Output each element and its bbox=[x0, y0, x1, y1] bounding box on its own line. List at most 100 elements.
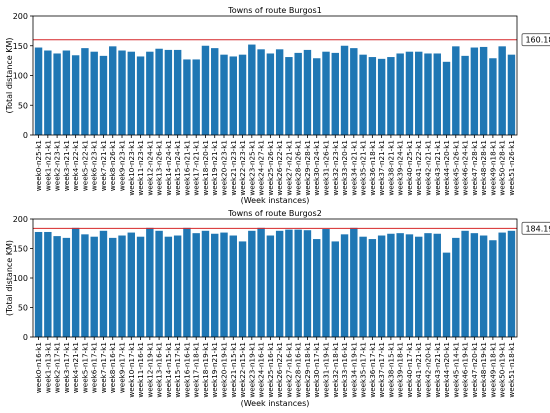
x-tick-label: week48-n28-k1 bbox=[479, 140, 488, 196]
x-tick-label: week34-n21-k1 bbox=[349, 140, 358, 196]
x-tick-label: week51-n18-k1 bbox=[507, 342, 516, 398]
bar bbox=[81, 234, 89, 337]
reference-line-label-box bbox=[521, 221, 550, 235]
x-tick-label: week20-n23-k1 bbox=[220, 140, 229, 196]
x-tick-label: week4-n21-k1 bbox=[71, 342, 80, 393]
bar bbox=[470, 233, 479, 337]
bar bbox=[257, 49, 265, 135]
bar bbox=[81, 48, 89, 135]
bar bbox=[99, 55, 108, 135]
x-tick-label: week3-n17-k1 bbox=[62, 342, 71, 393]
x-tick-label: week8-n16-k1 bbox=[108, 342, 117, 393]
bar bbox=[118, 235, 126, 337]
bar bbox=[238, 241, 247, 337]
bar bbox=[62, 50, 71, 136]
x-tick-label: week37-n21-k1 bbox=[377, 140, 386, 196]
bar bbox=[396, 53, 404, 136]
bar bbox=[211, 48, 219, 135]
bar bbox=[109, 237, 117, 337]
y-tick-label: 100 bbox=[13, 72, 28, 81]
bar bbox=[415, 236, 423, 337]
y-tick-label: 200 bbox=[13, 215, 28, 224]
x-tick-label: week37-n17-k1 bbox=[377, 342, 386, 398]
x-tick-label: week20-n19-k1 bbox=[220, 342, 229, 398]
bar bbox=[220, 232, 228, 337]
x-tick-label: week9-n17-k1 bbox=[118, 342, 127, 393]
x-tick-label: week45-n14-k1 bbox=[451, 342, 460, 398]
bar bbox=[322, 229, 330, 337]
x-tick-label: week17-n18-k1 bbox=[192, 342, 201, 398]
bar bbox=[340, 45, 349, 135]
bar bbox=[294, 229, 302, 337]
x-tick-label: week29-n18-k1 bbox=[303, 342, 312, 398]
x-tick-label: week32-n23-k1 bbox=[331, 140, 340, 196]
bar bbox=[489, 240, 497, 337]
x-tick-label: week38-n21-k1 bbox=[386, 140, 395, 196]
bar bbox=[368, 239, 377, 337]
x-tick-label: week9-n23-k1 bbox=[118, 140, 127, 191]
x-tick-label: week26-n22-k1 bbox=[275, 140, 284, 196]
bar bbox=[396, 233, 404, 337]
bar bbox=[405, 51, 414, 136]
bar bbox=[155, 230, 163, 337]
bar bbox=[53, 236, 61, 337]
bar bbox=[461, 55, 469, 135]
reference-line-label: 184.199 bbox=[525, 224, 550, 233]
x-tick-label: week31-n26-k1 bbox=[321, 140, 330, 196]
bar bbox=[489, 58, 497, 135]
x-tick-label: week44-n20-k1 bbox=[442, 342, 451, 398]
x-tick-label: week50-n19-k1 bbox=[498, 342, 507, 398]
x-tick-label: week14-n15-k1 bbox=[164, 342, 173, 398]
bar bbox=[99, 230, 108, 337]
y-tick-label: 150 bbox=[13, 42, 28, 51]
bar bbox=[415, 51, 423, 136]
x-tick-label: week10-n17-k1 bbox=[127, 342, 136, 398]
x-tick-label: week28-n16-k1 bbox=[294, 342, 303, 398]
x-tick-label: week43-n21-k1 bbox=[433, 140, 442, 196]
bar bbox=[62, 237, 71, 337]
x-tick-label: week21-n15-k1 bbox=[229, 342, 238, 398]
bar bbox=[164, 236, 173, 337]
bar bbox=[479, 235, 488, 337]
x-tick-label: week34-n19-k1 bbox=[349, 342, 358, 398]
x-tick-label: week14-n24-k1 bbox=[164, 140, 173, 196]
x-tick-label: week16-n21-k1 bbox=[182, 140, 191, 196]
bar bbox=[229, 56, 237, 135]
bar bbox=[71, 227, 80, 337]
bar bbox=[313, 239, 321, 337]
x-tick-label: week33-n16-k1 bbox=[340, 342, 349, 398]
chart-title: Towns of route Burgos2 bbox=[227, 209, 322, 218]
x-tick-label: week1-n21-k1 bbox=[43, 140, 52, 191]
bar bbox=[359, 54, 367, 135]
bar bbox=[387, 233, 395, 337]
x-tick-label: week15-n17-k1 bbox=[173, 342, 182, 398]
bar bbox=[303, 49, 312, 135]
reference-line-label-box bbox=[521, 33, 550, 47]
y-axis-label: (Total distance KM) bbox=[5, 240, 14, 316]
bar bbox=[498, 232, 506, 337]
bar bbox=[136, 56, 145, 135]
x-tick-label: week36-n17-k1 bbox=[368, 342, 377, 398]
x-tick-label: week6-n23-k1 bbox=[90, 140, 99, 191]
bar bbox=[211, 233, 219, 337]
x-tick-label: week18-n20-k1 bbox=[201, 140, 210, 196]
x-tick-label: week41-n21-k1 bbox=[414, 342, 423, 398]
bar bbox=[155, 48, 163, 136]
bar bbox=[118, 50, 126, 136]
x-tick-label: week39-n18-k1 bbox=[396, 342, 405, 398]
bar bbox=[127, 232, 135, 337]
bar bbox=[507, 230, 516, 337]
bar bbox=[424, 53, 432, 136]
bar bbox=[470, 47, 479, 135]
x-tick-label: week35-n21-k1 bbox=[359, 140, 368, 196]
x-tick-label: week47-n28-k1 bbox=[470, 140, 479, 196]
chart-1: Towns of route Burgos1 160.188 0 50 100 150 20… bbox=[5, 6, 550, 205]
x-tick-label: week22-n23-k1 bbox=[238, 140, 247, 196]
x-tick-label: week12-n19-k1 bbox=[145, 342, 154, 398]
x-tick-label: week33-n20-k1 bbox=[340, 140, 349, 196]
x-tick-label: week42-n20-k1 bbox=[423, 342, 432, 398]
bar bbox=[229, 235, 237, 337]
x-tick-label: week40-n25-k1 bbox=[405, 140, 414, 196]
x-tick-label: week29-n28-k1 bbox=[303, 140, 312, 196]
